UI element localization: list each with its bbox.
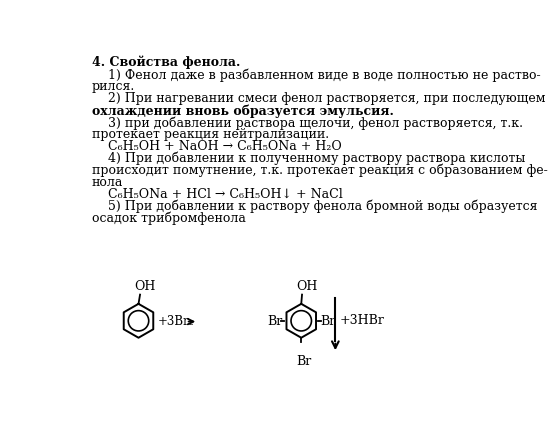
Text: +3Br₂: +3Br₂: [158, 315, 194, 328]
Text: охлаждении вновь образуется эмульсия.: охлаждении вновь образуется эмульсия.: [92, 104, 394, 117]
Text: Br: Br: [321, 315, 336, 328]
Text: Br: Br: [296, 354, 312, 368]
Text: +3HBr: +3HBr: [339, 314, 384, 327]
Text: происходит помутнение, т.к. протекает реакция с образованием фе-: происходит помутнение, т.к. протекает ре…: [92, 164, 548, 177]
Text: 5) При добавлении к раствору фенола бромной воды образуется: 5) При добавлении к раствору фенола бром…: [92, 200, 537, 213]
Text: 3) при добавлении раствора щелочи, фенол растворяется, т.к.: 3) при добавлении раствора щелочи, фенол…: [92, 116, 523, 130]
Text: 2) При нагревании смеси фенол растворяется, при последующем: 2) При нагревании смеси фенол растворяет…: [92, 92, 546, 105]
Text: осадок трибромфенола: осадок трибромфенола: [92, 211, 246, 225]
Text: C₆H₅OH + NaOH → C₆H₅ONa + H₂O: C₆H₅OH + NaOH → C₆H₅ONa + H₂O: [92, 140, 342, 153]
Text: OH: OH: [296, 280, 318, 293]
Text: 4) При добавлении к полученному раствору раствора кислоты: 4) При добавлении к полученному раствору…: [92, 152, 525, 165]
Text: нола: нола: [92, 176, 123, 189]
Text: 1) Фенол даже в разбавленном виде в воде полностью не раство-: 1) Фенол даже в разбавленном виде в воде…: [92, 68, 541, 82]
Text: Br: Br: [267, 315, 282, 328]
Text: C₆H₅ONa + HCl → C₆H₅OH↓ + NaCl: C₆H₅ONa + HCl → C₆H₅OH↓ + NaCl: [92, 188, 343, 201]
Text: OH: OH: [135, 280, 156, 293]
Text: протекает реакция нейтрализации.: протекает реакция нейтрализации.: [92, 128, 329, 141]
Text: рился.: рился.: [92, 80, 135, 93]
Text: 4. Свойства фенола.: 4. Свойства фенола.: [92, 55, 240, 69]
